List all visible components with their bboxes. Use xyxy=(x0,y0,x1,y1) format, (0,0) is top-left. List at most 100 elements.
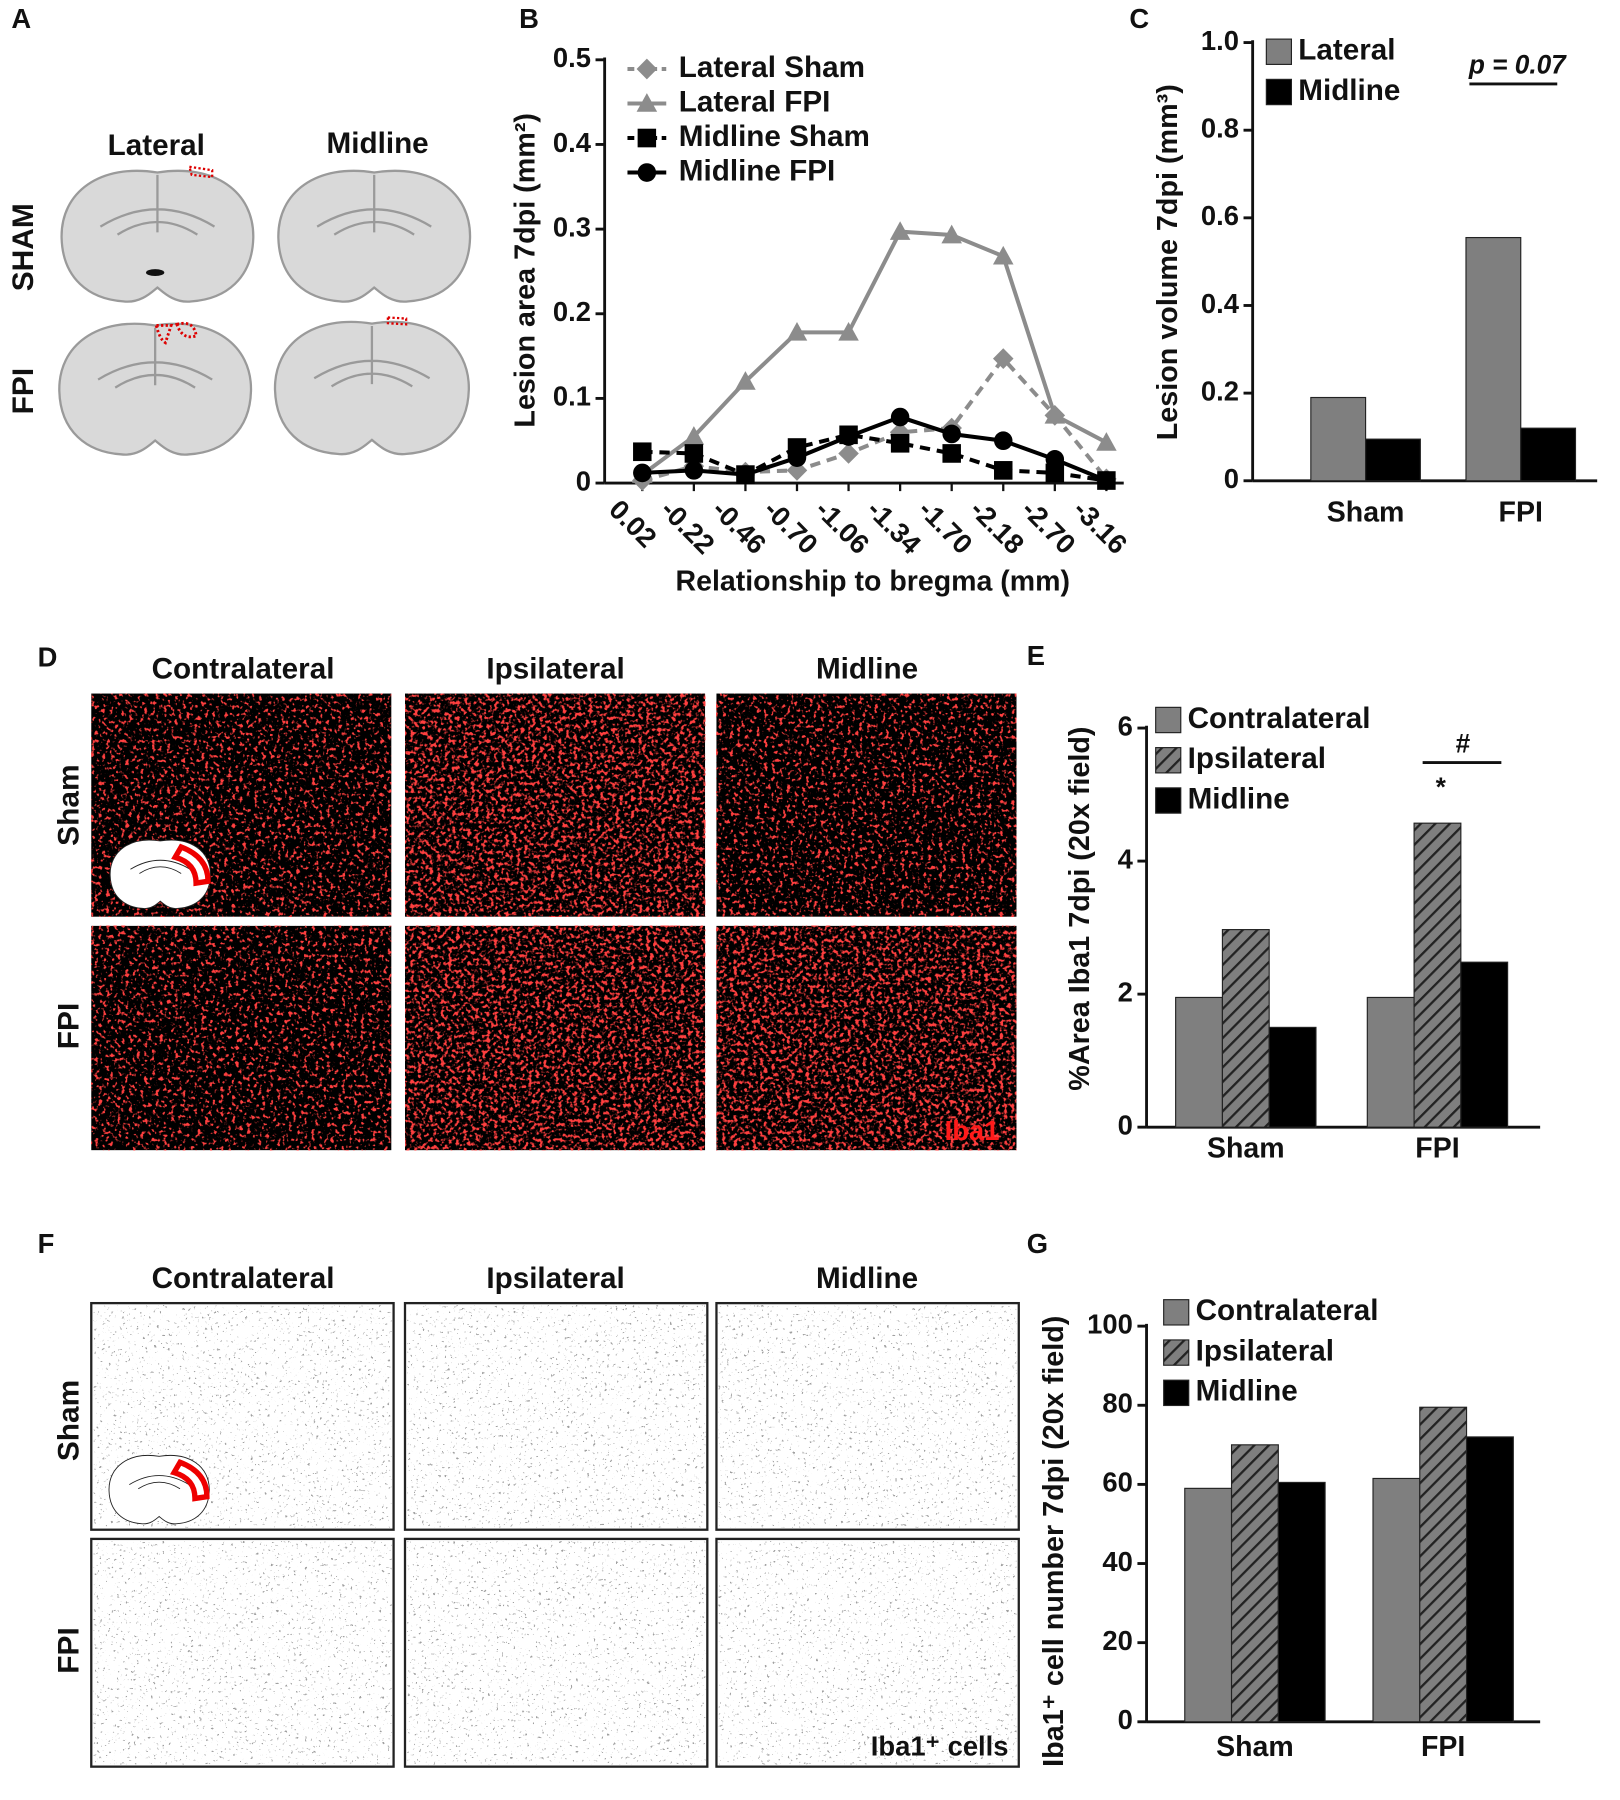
legend-label: Lateral xyxy=(1298,34,1395,67)
marker xyxy=(941,224,962,244)
stain-label: Iba1⁺ cells xyxy=(871,1730,1009,1761)
row-title: SHAM xyxy=(7,203,40,291)
bar xyxy=(1465,236,1522,482)
legend-swatch xyxy=(1155,706,1182,734)
marker xyxy=(890,433,910,453)
cell-map-signal xyxy=(407,1541,706,1765)
y-axis-label: Lesion volume 7dpi (mm³) xyxy=(1152,84,1184,440)
x-tick-label: -1.34 xyxy=(861,493,927,560)
y-axis-label: Lesion area 7dpi (mm²) xyxy=(510,113,542,428)
marker xyxy=(1045,463,1065,483)
bar xyxy=(1221,929,1270,1128)
cell-map-signal xyxy=(93,1541,392,1765)
legend-swatch xyxy=(1155,747,1182,774)
panel-letter: F xyxy=(38,1228,55,1259)
column-title: Contralateral xyxy=(152,1262,335,1295)
y-tick-label: 0 xyxy=(1118,1109,1133,1140)
x-tick-label: Sham xyxy=(1216,1731,1294,1763)
x-tick-label: Sham xyxy=(1327,497,1405,529)
brain-section xyxy=(58,322,253,456)
marker xyxy=(1097,471,1116,490)
legend-swatch xyxy=(1163,1339,1190,1366)
marker xyxy=(633,463,652,483)
series-line xyxy=(641,229,1108,477)
column-title: Ipsilateral xyxy=(486,1262,624,1295)
y-tick-label: 40 xyxy=(1102,1546,1132,1577)
panel-letter: B xyxy=(519,3,539,34)
marker xyxy=(1044,404,1066,424)
column-title: Lateral xyxy=(108,129,205,162)
row-title: FPI xyxy=(53,1003,86,1050)
legend-swatch xyxy=(1265,38,1293,65)
y-tick-label: 0.4 xyxy=(553,127,592,158)
x-tick-label: FPI xyxy=(1421,1731,1465,1763)
micrograph-signal xyxy=(405,693,706,917)
marker xyxy=(942,444,961,463)
y-tick-label: 0.5 xyxy=(553,42,591,73)
y-tick-label: 2 xyxy=(1118,976,1133,1007)
marker xyxy=(637,128,657,148)
panel-letter: A xyxy=(11,3,31,34)
bar xyxy=(1520,427,1577,482)
brain-inset xyxy=(109,1455,209,1523)
cell-map-signal xyxy=(718,1541,1017,1765)
micrograph-signal xyxy=(716,925,1017,1151)
legend-label: Contralateral xyxy=(1196,1294,1379,1327)
marker xyxy=(992,245,1014,265)
marker xyxy=(787,448,807,467)
series-line xyxy=(642,414,1108,483)
column-title: Midline xyxy=(327,127,429,160)
micrographs xyxy=(91,693,1017,1151)
series-line xyxy=(642,432,1107,483)
row-title: Sham xyxy=(53,1380,86,1461)
bar xyxy=(1230,1444,1279,1723)
marker xyxy=(838,443,859,464)
x-tick-label: -3.16 xyxy=(1067,493,1133,559)
y-tick-label: 100 xyxy=(1087,1308,1133,1339)
marker xyxy=(683,426,705,445)
legend-label: Midline Sham xyxy=(679,120,870,153)
panel-letter: C xyxy=(1129,3,1149,34)
bar xyxy=(1268,1026,1317,1128)
y-tick-label: 0 xyxy=(1224,463,1239,494)
y-tick-label: 0 xyxy=(576,465,591,496)
lesion-outline xyxy=(154,321,198,345)
marker xyxy=(1045,450,1065,469)
micrograph-signal xyxy=(405,925,706,1151)
bar xyxy=(1365,438,1421,482)
y-tick-label: 0.8 xyxy=(1201,112,1239,143)
cell-map-signal xyxy=(407,1305,706,1528)
y-tick-label: 0.4 xyxy=(1201,288,1240,319)
artifact xyxy=(146,269,165,277)
legend-label: Midline xyxy=(1298,74,1400,107)
y-tick-label: 80 xyxy=(1102,1387,1132,1418)
bar xyxy=(1460,961,1509,1128)
legend-label: Midline FPI xyxy=(679,154,835,187)
legend-label: Midline xyxy=(1196,1375,1298,1408)
x-tick-label: -0.46 xyxy=(706,493,772,559)
legend-swatch xyxy=(1155,787,1182,814)
bar xyxy=(1310,396,1367,482)
x-tick-label: FPI xyxy=(1415,1133,1459,1165)
y-tick-label: 0.3 xyxy=(553,211,591,242)
x-tick-label: -2.18 xyxy=(964,493,1030,559)
x-tick-label: -2.70 xyxy=(1016,493,1082,559)
legend-label: Ipsilateral xyxy=(1196,1334,1334,1367)
column-title: Contralateral xyxy=(152,652,335,685)
micrograph-signal xyxy=(716,693,1017,917)
legend-swatch xyxy=(1163,1379,1190,1407)
marker xyxy=(684,444,704,463)
marker xyxy=(786,322,808,341)
y-tick-label: 0.2 xyxy=(553,296,591,327)
brain-inset xyxy=(110,840,210,908)
annotation: # xyxy=(1455,728,1470,758)
y-tick-label: 0 xyxy=(1118,1704,1133,1735)
x-tick-label: -1.06 xyxy=(810,493,876,559)
brain-section xyxy=(277,169,472,303)
bar xyxy=(1184,1487,1233,1723)
y-tick-label: 0.1 xyxy=(553,381,591,412)
panel-letter: D xyxy=(38,641,58,672)
